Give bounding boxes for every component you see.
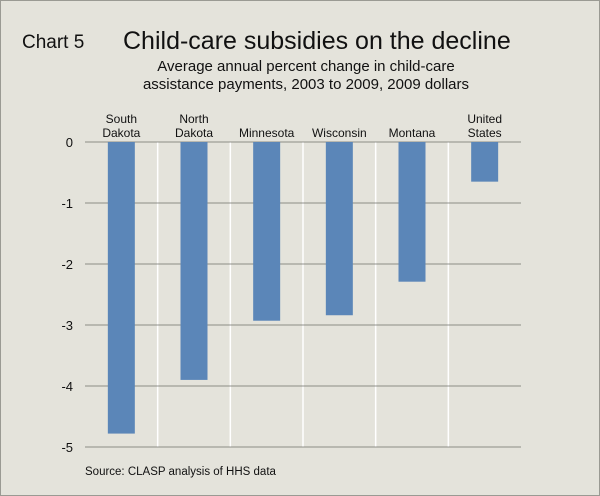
y-tick-label: -3	[61, 318, 73, 333]
y-tick-label: -4	[61, 379, 73, 394]
bar	[253, 142, 281, 321]
y-tick-label: -2	[61, 257, 73, 272]
category-label: Minnesota	[239, 126, 295, 140]
chart-subtitle: Average annual percent change in child-c…	[142, 58, 470, 93]
category-label: Montana	[389, 126, 436, 140]
y-tick-label: -1	[61, 196, 73, 211]
category-label: United States	[467, 112, 502, 140]
bar	[398, 142, 426, 282]
category-label: Wisconsin	[312, 126, 367, 140]
y-tick-label: -5	[61, 440, 73, 455]
bar	[325, 142, 353, 316]
category-label: South Dakota	[102, 112, 140, 140]
chart-number-label: Chart 5	[22, 32, 85, 53]
bar	[107, 142, 135, 434]
y-tick-label: 0	[66, 135, 73, 150]
chart-title: Child-care subsidies on the decline	[123, 27, 511, 55]
source-note: Source: CLASP analysis of HHS data	[85, 466, 276, 478]
category-label: North Dakota	[175, 112, 213, 140]
bar	[180, 142, 208, 380]
bar	[471, 142, 499, 182]
